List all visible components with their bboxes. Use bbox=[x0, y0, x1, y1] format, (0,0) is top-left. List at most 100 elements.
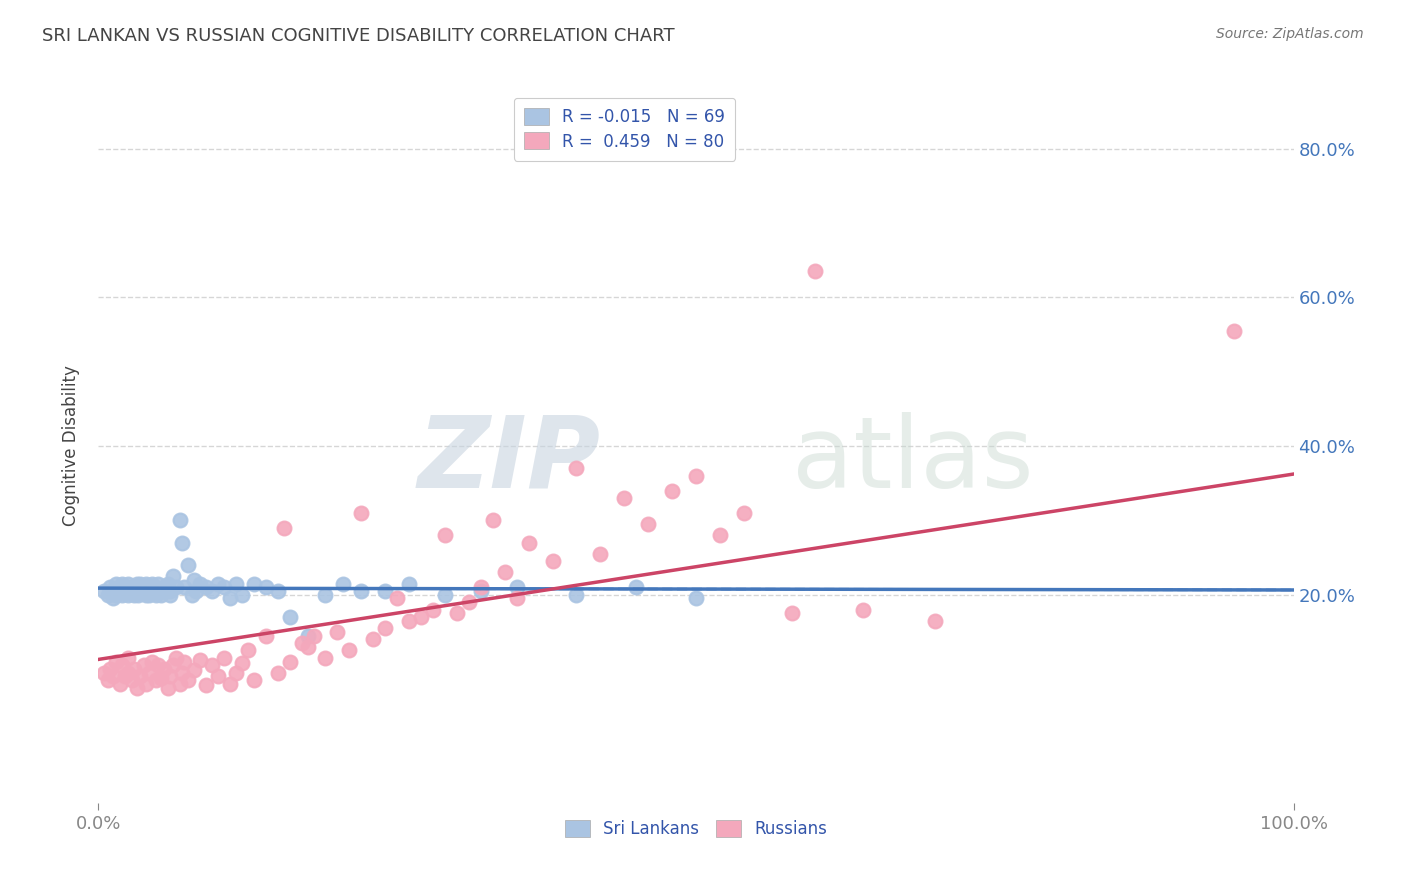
Text: SRI LANKAN VS RUSSIAN COGNITIVE DISABILITY CORRELATION CHART: SRI LANKAN VS RUSSIAN COGNITIVE DISABILI… bbox=[42, 27, 675, 45]
Point bbox=[709, 528, 731, 542]
Point bbox=[141, 655, 163, 669]
Point bbox=[125, 681, 148, 695]
Point bbox=[212, 580, 235, 594]
Point bbox=[173, 655, 195, 669]
Point bbox=[101, 591, 124, 606]
Point bbox=[117, 588, 139, 602]
Text: ZIP: ZIP bbox=[418, 412, 600, 508]
Point bbox=[291, 636, 314, 650]
Point bbox=[125, 576, 148, 591]
Point bbox=[159, 588, 181, 602]
Point bbox=[114, 669, 136, 683]
Point bbox=[129, 576, 152, 591]
Point bbox=[132, 658, 155, 673]
Point bbox=[93, 583, 115, 598]
Point bbox=[506, 580, 529, 594]
Point bbox=[172, 665, 194, 680]
Point bbox=[111, 658, 134, 673]
Point bbox=[177, 558, 200, 572]
Point bbox=[470, 583, 492, 598]
Point bbox=[661, 483, 683, 498]
Point bbox=[297, 640, 319, 654]
Point bbox=[156, 576, 179, 591]
Point bbox=[231, 588, 253, 602]
Point bbox=[195, 678, 218, 692]
Point bbox=[212, 651, 235, 665]
Point bbox=[105, 588, 128, 602]
Point bbox=[434, 528, 457, 542]
Point bbox=[129, 669, 152, 683]
Point bbox=[506, 591, 529, 606]
Point bbox=[172, 535, 194, 549]
Point bbox=[852, 602, 875, 616]
Point bbox=[149, 588, 172, 602]
Point bbox=[398, 614, 420, 628]
Point bbox=[141, 576, 163, 591]
Point bbox=[108, 677, 131, 691]
Point bbox=[93, 665, 115, 680]
Point bbox=[186, 583, 208, 598]
Point bbox=[470, 580, 492, 594]
Point bbox=[350, 506, 373, 520]
Point bbox=[135, 588, 157, 602]
Point bbox=[565, 588, 588, 602]
Point bbox=[114, 583, 136, 598]
Point bbox=[385, 591, 409, 606]
Point bbox=[98, 580, 122, 594]
Point bbox=[201, 658, 224, 673]
Point bbox=[243, 673, 266, 687]
Point bbox=[159, 669, 181, 683]
Point bbox=[188, 576, 211, 591]
Point bbox=[165, 580, 187, 594]
Point bbox=[138, 665, 160, 680]
Point bbox=[105, 576, 128, 591]
Point bbox=[153, 580, 176, 594]
Point bbox=[315, 588, 337, 602]
Point bbox=[111, 588, 134, 602]
Point bbox=[169, 677, 191, 691]
Point bbox=[183, 664, 205, 678]
Point bbox=[243, 576, 266, 591]
Point bbox=[219, 677, 242, 691]
Point bbox=[129, 583, 152, 598]
Point bbox=[162, 569, 184, 583]
Point bbox=[589, 547, 612, 561]
Text: Source: ZipAtlas.com: Source: ZipAtlas.com bbox=[1216, 27, 1364, 41]
Point bbox=[141, 583, 163, 598]
Point bbox=[517, 535, 540, 549]
Y-axis label: Cognitive Disability: Cognitive Disability bbox=[62, 366, 80, 526]
Point bbox=[398, 576, 420, 591]
Point bbox=[685, 591, 707, 606]
Point bbox=[162, 658, 184, 673]
Point bbox=[124, 588, 146, 602]
Point bbox=[195, 580, 218, 594]
Point bbox=[153, 583, 176, 598]
Point bbox=[267, 665, 290, 680]
Point bbox=[108, 580, 131, 594]
Point bbox=[138, 588, 160, 602]
Point bbox=[219, 591, 242, 606]
Point bbox=[302, 628, 325, 642]
Point bbox=[494, 566, 516, 580]
Point bbox=[315, 651, 337, 665]
Point bbox=[148, 576, 170, 591]
Point bbox=[374, 583, 396, 598]
Point bbox=[156, 681, 179, 695]
Point bbox=[637, 516, 659, 531]
Point bbox=[132, 580, 155, 594]
Point bbox=[98, 662, 122, 676]
Point bbox=[105, 655, 128, 669]
Point bbox=[339, 643, 361, 657]
Point bbox=[350, 583, 373, 598]
Point bbox=[541, 554, 564, 568]
Point bbox=[127, 588, 149, 602]
Point bbox=[278, 655, 301, 669]
Point bbox=[363, 632, 385, 647]
Point bbox=[804, 264, 827, 278]
Legend: Sri Lankans, Russians: Sri Lankans, Russians bbox=[558, 813, 834, 845]
Point bbox=[411, 610, 433, 624]
Point bbox=[173, 580, 195, 594]
Point bbox=[231, 656, 253, 670]
Point bbox=[626, 580, 648, 594]
Point bbox=[278, 610, 301, 624]
